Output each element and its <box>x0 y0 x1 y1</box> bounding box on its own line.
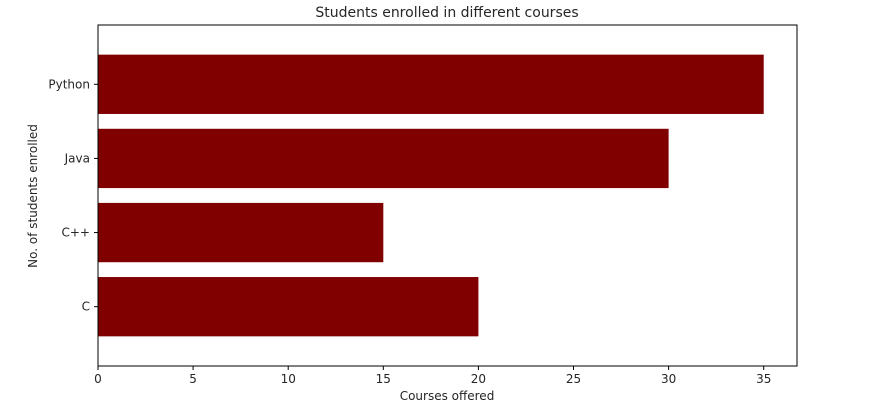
y-axis-label: No. of students enrolled <box>26 124 40 268</box>
x-tick-label: 30 <box>661 372 676 386</box>
x-axis-ticks: 0 5 10 15 20 25 30 35 <box>94 366 771 386</box>
x-axis-label: Courses offered <box>400 389 495 403</box>
x-tick-label: 35 <box>756 372 771 386</box>
y-tick-label: Python <box>48 77 90 91</box>
x-tick-label: 5 <box>189 372 197 386</box>
plot-frame <box>97 24 798 367</box>
y-tick-label: C++ <box>62 226 91 240</box>
bar-cplusplus <box>98 202 384 263</box>
x-tick-label: 15 <box>376 372 391 386</box>
bar-java <box>98 128 669 189</box>
x-tick-label: 25 <box>566 372 581 386</box>
x-tick-label: 20 <box>471 372 486 386</box>
x-tick-label: 10 <box>281 372 296 386</box>
bar-c <box>98 277 479 337</box>
y-tick-label: Java <box>64 151 90 165</box>
y-tick-label: C <box>82 300 90 314</box>
chart-title: Students enrolled in different courses <box>315 5 578 21</box>
bars-group <box>98 54 764 337</box>
bar-python <box>98 54 764 114</box>
x-tick-label: 0 <box>94 372 102 386</box>
y-axis-ticks: C C++ Java Python <box>48 77 98 314</box>
